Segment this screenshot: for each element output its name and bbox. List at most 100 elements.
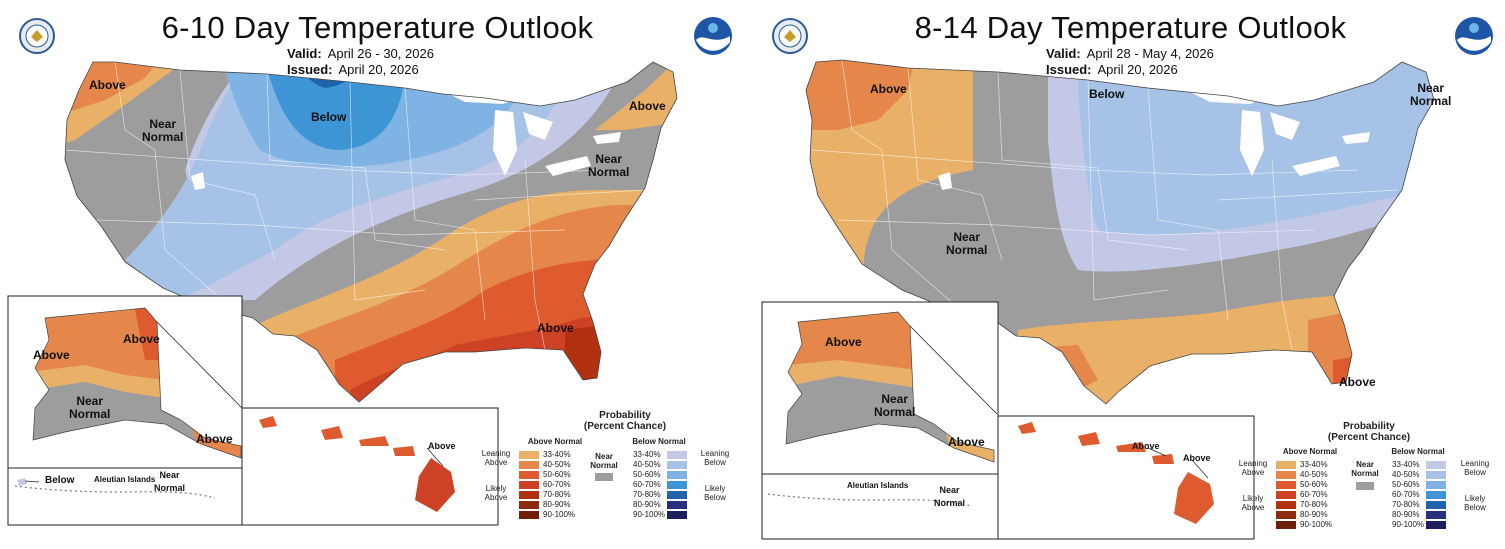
valid-dates: April 28 - May 4, 2026 [1086, 46, 1214, 61]
map-title: 6-10 Day Temperature Outlook [161, 10, 594, 45]
legend-range: 90-100% [1392, 520, 1425, 529]
legend-swatch-below-60-70 [1426, 491, 1446, 499]
legend-swatch-above-90-100 [519, 511, 539, 519]
map-label: Above [33, 348, 70, 362]
legend-swatch-below-60-70 [667, 481, 687, 489]
legend-range: 60-70% [633, 480, 661, 489]
legend-swatch-above-40-50 [1276, 471, 1296, 479]
legend-swatch-below-80-90 [1426, 511, 1446, 519]
legend-range: 40-50% [1300, 470, 1328, 479]
date-block: Valid: April 28 - May 4, 2026 Issued: Apri… [1046, 46, 1214, 78]
legend-leaning-above: Leaning Above [1238, 459, 1268, 477]
issued-date: April 20, 2026 [338, 62, 419, 77]
legend-swatch-below-40-50 [1426, 471, 1446, 479]
legend-range: 40-50% [633, 460, 661, 469]
legend-below-header: Below Normal [1391, 447, 1445, 456]
alaska-inset [7, 295, 243, 469]
legend-near-normal: Near Normal [590, 452, 618, 470]
legend-leaning-above: Leaning Above [481, 449, 511, 467]
issued-label: Issued: [287, 62, 333, 77]
legend-above-header: Above Normal [1282, 447, 1338, 456]
map-label: Above [1183, 453, 1211, 463]
legend-range: 33-40% [1300, 460, 1328, 469]
legend-swatch-below-40-50 [667, 461, 687, 469]
legend-swatch-below-70-80 [1426, 501, 1446, 509]
legend-range: 60-70% [1392, 490, 1420, 499]
legend-range: 80-90% [543, 500, 571, 509]
legend-swatch-below-90-100 [667, 511, 687, 519]
map-label: Above [123, 332, 160, 346]
legend-above-header: Above Normal [527, 437, 583, 446]
legend-range: 80-90% [633, 500, 661, 509]
map-label: Below [45, 475, 75, 486]
legend-swatch-above-70-80 [519, 491, 539, 499]
issued-date: April 20, 2026 [1097, 62, 1178, 77]
hawaii-inset [241, 407, 499, 526]
map-label: Above [948, 435, 985, 449]
map-label: Below [311, 110, 347, 124]
map-label: Above [428, 441, 456, 451]
outlook-8-14-panel: 8-14 Day Temperature Outlook Valid: April… [758, 0, 1503, 549]
us-outline [805, 59, 1435, 405]
legend-swatch-below-33-40 [1426, 461, 1446, 469]
legend-swatch-below-90-100 [1426, 521, 1446, 529]
aleutian-inset [761, 473, 999, 540]
map-label: Above [629, 99, 666, 113]
legend-range: 60-70% [1300, 490, 1328, 499]
legend-swatch-above-60-70 [519, 481, 539, 489]
map-label: Below [1089, 87, 1125, 101]
legend-swatch-above-40-50 [519, 461, 539, 469]
map-label: Near Normal [154, 470, 186, 493]
map-label: Above [1339, 375, 1376, 389]
legend-range: 50-60% [1300, 480, 1328, 489]
legend-likely-below: Likely Below [704, 484, 726, 502]
legend-swatch-above-50-60 [1276, 481, 1296, 489]
legend-likely-below: Likely Below [1464, 494, 1486, 512]
state-borders [65, 62, 646, 351]
map-label: Near Normal [588, 152, 630, 179]
map-label: Above [537, 321, 574, 335]
legend-range: 70-80% [1392, 500, 1420, 509]
valid-label: Valid: [1046, 46, 1081, 61]
above-40-50-nw [65, 62, 175, 114]
legend-swatch-above-33-40 [1276, 461, 1296, 469]
legend-likely-above: Likely Above [1241, 494, 1265, 512]
great-lakes [191, 86, 621, 190]
alaska-inset [761, 301, 999, 475]
map-label: Above [825, 335, 862, 349]
great-lakes [938, 86, 1370, 190]
legend-range: 50-60% [543, 470, 571, 479]
legend-range: 33-40% [543, 450, 571, 459]
legend-title: Probability (Percent Chance) [1327, 421, 1411, 443]
legend-range: 90-100% [1300, 520, 1333, 529]
issued-label: Issued: [1046, 62, 1092, 77]
map-label: Near Normal [142, 117, 184, 144]
legend-swatch-below-33-40 [667, 451, 687, 459]
legend-near-normal: Near Normal [1351, 460, 1379, 478]
legend-below-header: Below Normal [632, 437, 686, 446]
legend-range: 80-90% [1300, 510, 1328, 519]
legend-swatch-near [1356, 482, 1374, 490]
legend-range: 40-50% [1392, 470, 1420, 479]
legend-swatch-above-70-80 [1276, 501, 1296, 509]
aleutian-islands-label: Aleutian Islands [94, 475, 156, 484]
aleutian-inset [7, 467, 243, 526]
noaa-logo-icon [1454, 16, 1494, 56]
valid-dates: April 26 - 30, 2026 [327, 46, 434, 61]
map-label: Near Normal [934, 485, 966, 508]
legend-swatch-above-90-100 [1276, 521, 1296, 529]
map-label: Near Normal [946, 230, 988, 257]
legend-range: 70-80% [543, 490, 571, 499]
hawaii-inset [997, 415, 1255, 540]
map-label: Near Normal [874, 392, 916, 419]
valid-label: Valid: [287, 46, 322, 61]
legend-range: 60-70% [543, 480, 571, 489]
legend-range: 70-80% [633, 490, 661, 499]
doc-seal-icon [772, 18, 808, 54]
legend-swatch-above-60-70 [1276, 491, 1296, 499]
legend-range: 33-40% [633, 450, 661, 459]
legend-leaning-below: Leaning Below [1460, 459, 1490, 477]
legend-range: 40-50% [543, 460, 571, 469]
legend-swatch-below-50-60 [1426, 481, 1446, 489]
legend-range: 33-40% [1392, 460, 1420, 469]
